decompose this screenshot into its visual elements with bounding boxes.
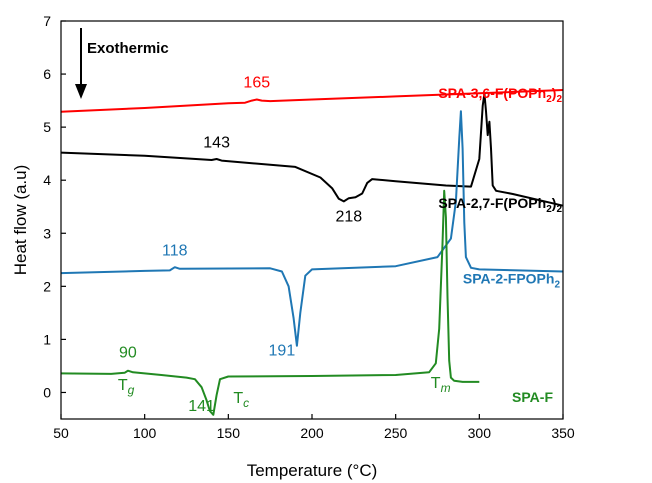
exothermic-arrow-head bbox=[75, 84, 87, 99]
x-axis-label: Temperature (°C) bbox=[247, 461, 378, 480]
transition-label: Tc bbox=[233, 390, 249, 410]
y-tick-label: 4 bbox=[43, 172, 51, 188]
y-tick-label: 5 bbox=[43, 119, 51, 135]
x-tick-label: 200 bbox=[300, 425, 324, 441]
tick-layer: 50 100 150 200 250 300 350 0 1 2 3 4 5 6 7 bbox=[43, 13, 575, 441]
legend-label-part: 2 bbox=[546, 94, 552, 105]
y-tick-label: 2 bbox=[43, 278, 51, 294]
exothermic-indicator: Exothermic bbox=[75, 28, 169, 99]
legend-label-part: SPA-2,7-F(POPh bbox=[438, 195, 546, 211]
peak-annotation: 143 bbox=[203, 134, 230, 151]
x-tick-label: 250 bbox=[384, 425, 408, 441]
legend-label-part: 2 bbox=[554, 280, 560, 291]
series-layer bbox=[60, 89, 564, 416]
transition-sub: c bbox=[243, 396, 249, 410]
legend-label-0: SPA-3,6-F(POPh2​)2​ bbox=[438, 85, 562, 105]
series-line-1 bbox=[60, 92, 564, 207]
transition-base: T bbox=[118, 377, 128, 394]
legend-label-part: ) bbox=[552, 195, 557, 211]
x-tick-label: 350 bbox=[551, 425, 575, 441]
y-tick-label: 1 bbox=[43, 331, 51, 347]
y-tick-label: 7 bbox=[43, 13, 51, 29]
peak-annotation: 90 bbox=[119, 344, 137, 361]
y-axis-label: Heat flow (a.u) bbox=[11, 165, 30, 276]
legend-label-part: 2 bbox=[546, 204, 552, 215]
legend-label-1: SPA-2,7-F(POPh2​)2​ bbox=[438, 195, 562, 215]
peak-annotation: 141 bbox=[188, 398, 215, 415]
legend-layer: SPA-3,6-F(POPh2​)2​SPA-2,7-F(POPh2​)2​SP… bbox=[438, 85, 562, 405]
legend-label-part: SPA-F bbox=[512, 389, 553, 405]
transition-label: Tg bbox=[118, 377, 135, 397]
x-tick-label: 50 bbox=[53, 425, 69, 441]
legend-label-part: SPA-3,6-F(POPh bbox=[438, 85, 546, 101]
y-tick-label: 6 bbox=[43, 66, 51, 82]
transition-base: T bbox=[431, 375, 441, 392]
transition-sub: m bbox=[441, 381, 451, 395]
x-tick-label: 150 bbox=[217, 425, 241, 441]
legend-label-2: SPA-2-FPOPh2​ bbox=[463, 271, 561, 291]
peak-annotation: 118 bbox=[162, 243, 188, 260]
transition-label: Tm bbox=[431, 375, 451, 395]
exothermic-label: Exothermic bbox=[87, 40, 169, 57]
transition-base: T bbox=[233, 390, 243, 407]
series-line-2 bbox=[60, 110, 564, 347]
legend-label-part: 2 bbox=[556, 204, 562, 215]
legend-label-part: 2 bbox=[556, 94, 562, 105]
peak-annotation: 218 bbox=[335, 209, 362, 226]
series-line-0 bbox=[60, 89, 564, 113]
y-tick-label: 3 bbox=[43, 225, 51, 241]
peak-annotation: 165 bbox=[243, 74, 270, 91]
legend-label-3: SPA-F bbox=[512, 389, 553, 405]
y-tick-label: 0 bbox=[43, 384, 51, 400]
peak-annotation: 191 bbox=[269, 342, 296, 359]
transition-sub: g bbox=[128, 383, 135, 397]
legend-label-part: SPA-2-FPOPh bbox=[463, 271, 555, 287]
x-tick-label: 300 bbox=[468, 425, 492, 441]
legend-label-part: ) bbox=[552, 85, 557, 101]
x-tick-label: 100 bbox=[133, 425, 157, 441]
series-line-3 bbox=[60, 189, 480, 416]
